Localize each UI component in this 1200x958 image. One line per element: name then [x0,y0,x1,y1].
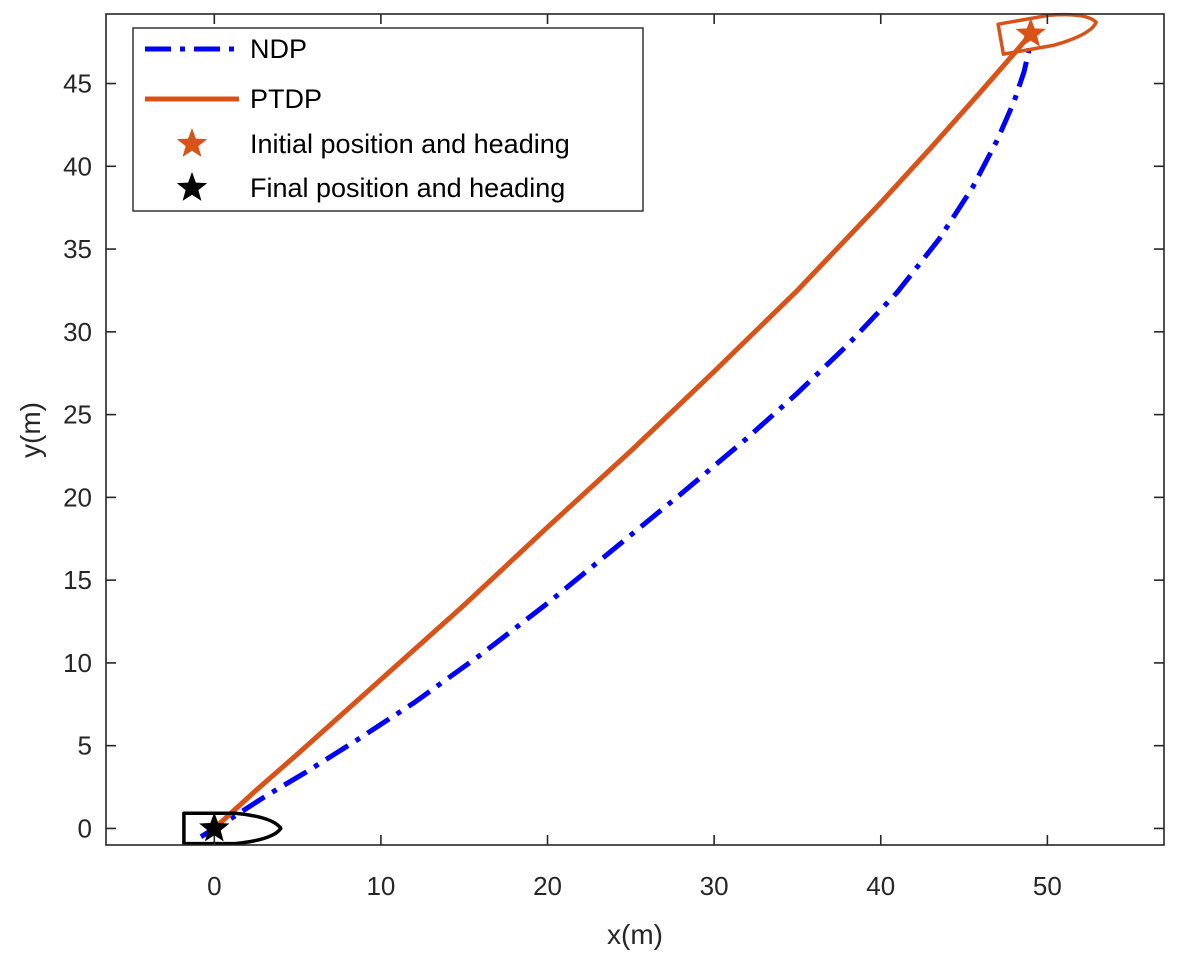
y-tick-label: 40 [63,151,92,181]
legend-marker-initial [176,128,208,157]
legend-marker-final [176,172,208,201]
y-tick-label: 30 [63,317,92,347]
legend-label-initial: Initial position and heading [250,129,570,159]
y-tick-label: 5 [78,731,92,761]
legend-box [132,27,644,212]
legend-label-ndp: NDP [250,34,307,64]
star-icon [176,172,208,201]
y-tick-label: 25 [63,400,92,430]
x-tick-label: 0 [207,871,221,901]
y-tick-label: 15 [63,565,92,595]
star-icon [176,128,208,157]
x-axis-ticks: 0 10 20 30 40 50 [207,14,1062,901]
legend-label-final: Final position and heading [250,173,565,203]
y-tick-label: 20 [63,482,92,512]
legend-label-ptdp: PTDP [250,84,322,114]
y-tick-label: 0 [78,813,92,843]
y-tick-label: 45 [63,69,92,99]
series-line-ptdp [212,32,1033,831]
legend: NDP PTDP Initial position and heading Fi… [132,27,644,212]
plot-frame [105,13,1165,846]
x-tick-label: 20 [533,871,562,901]
x-axis-label: x(m) [607,919,663,950]
x-tick-label: 50 [1033,871,1062,901]
y-tick-label: 35 [63,234,92,264]
x-tick-label: 30 [700,871,729,901]
y-axis-label: y(m) [15,402,46,458]
series-layer [199,32,1034,839]
y-axis-ticks: 0 5 10 15 20 25 30 35 40 45 [63,69,1164,843]
star-marker [199,812,230,842]
star-marker [1015,17,1046,47]
series-line-ndp [199,33,1034,839]
x-tick-label: 10 [366,871,395,901]
vessel-outline [182,811,283,846]
x-tick-label: 40 [866,871,895,901]
y-tick-label: 10 [63,648,92,678]
